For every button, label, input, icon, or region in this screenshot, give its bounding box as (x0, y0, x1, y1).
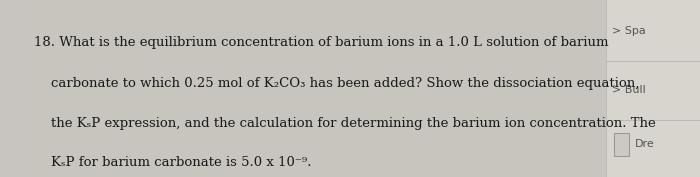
Text: the KₛP expression, and the calculation for determining the barium ion concentra: the KₛP expression, and the calculation … (51, 117, 656, 130)
Bar (606, 0, 700, 177)
Text: > Spa: > Spa (612, 26, 646, 36)
Text: Dre: Dre (635, 139, 654, 149)
Text: KₛP for barium carbonate is 5.0 x 10⁻⁹.: KₛP for barium carbonate is 5.0 x 10⁻⁹. (51, 156, 312, 169)
Text: 18. What is the equilibrium concentration of barium ions in a 1.0 L solution of : 18. What is the equilibrium concentratio… (34, 36, 608, 49)
Text: carbonate to which 0.25 mol of K₂CO₃ has been added? Show the dissociation equat: carbonate to which 0.25 mol of K₂CO₃ has… (51, 77, 640, 90)
Text: > Bull: > Bull (612, 85, 646, 95)
FancyBboxPatch shape (614, 133, 629, 156)
Bar (0, 0, 27, 177)
